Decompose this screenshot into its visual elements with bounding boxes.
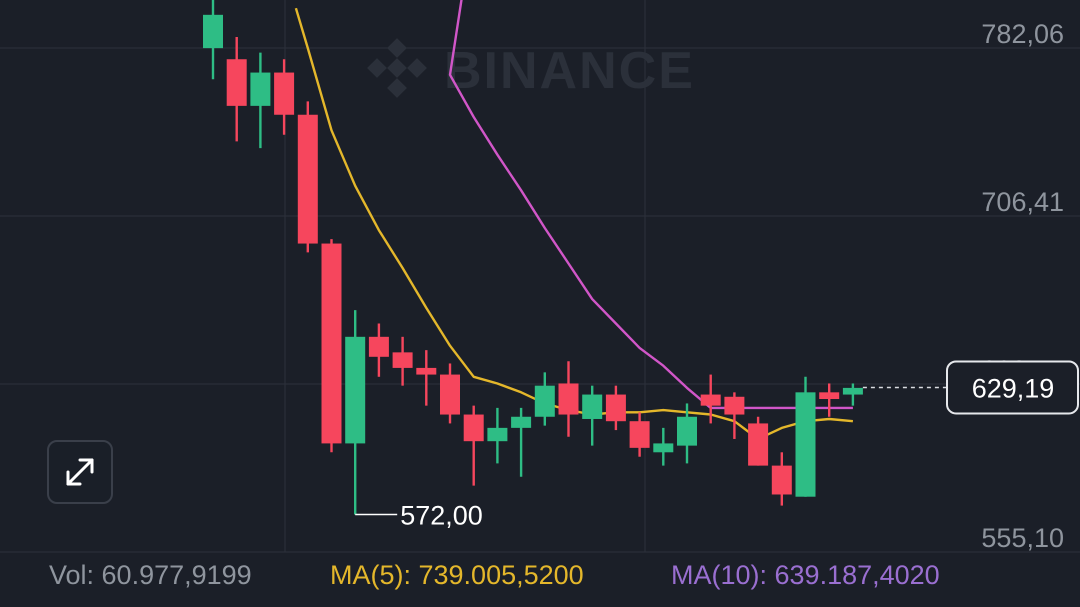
expand-button[interactable]: [47, 440, 113, 504]
candle-up[interactable]: [842, 383, 863, 406]
candle-body: [677, 416, 697, 446]
candle-up[interactable]: [677, 403, 697, 464]
candle-down[interactable]: [819, 383, 840, 417]
ma10-legend[interactable]: MA(10): 639.187,4020: [671, 560, 940, 590]
candle-body: [368, 336, 389, 357]
candle-down[interactable]: [440, 363, 460, 424]
candle-down[interactable]: [700, 374, 721, 424]
low-price-label: 572,00: [400, 500, 483, 530]
candle-body: [748, 423, 769, 466]
candle-down[interactable]: [605, 385, 626, 431]
volume-legend: Vol: 60.977,9199: [49, 560, 252, 590]
candle-down[interactable]: [748, 416, 769, 466]
candle-down[interactable]: [368, 323, 389, 377]
candle-body: [819, 392, 840, 399]
candle-body: [653, 443, 674, 453]
grid-lines: [0, 0, 1080, 553]
candle-down[interactable]: [392, 336, 413, 386]
candle-up[interactable]: [511, 407, 532, 477]
candle-down[interactable]: [416, 350, 437, 406]
candle-body: [534, 385, 555, 417]
candle-body: [321, 243, 342, 444]
candle-down[interactable]: [463, 405, 484, 486]
candle-down[interactable]: [724, 392, 745, 439]
candle-down[interactable]: [297, 101, 318, 253]
candle-down[interactable]: [629, 412, 650, 457]
candle-down[interactable]: [321, 239, 342, 453]
candle-down[interactable]: [771, 452, 792, 506]
candle-body: [795, 392, 816, 497]
expand-arrows-icon: [66, 458, 94, 486]
candle-up[interactable]: [250, 52, 271, 149]
candle-up[interactable]: [534, 372, 555, 426]
candle-body: [629, 421, 650, 448]
ma5-legend[interactable]: MA(5): 739.005,5200: [330, 560, 584, 590]
candle-up[interactable]: [345, 310, 366, 515]
overlays: 629,19 572,00: [355, 360, 1079, 530]
candle-body: [203, 14, 223, 49]
candles: [203, 0, 863, 515]
watermark-text: BINANCE: [444, 42, 695, 100]
candle-body: [771, 465, 792, 495]
candle-body: [440, 374, 460, 415]
indicator-legend: Vol: 60.977,9199 MA(5): 739.005,5200 MA(…: [0, 558, 1080, 598]
candle-body: [345, 336, 366, 444]
candle-down[interactable]: [558, 361, 579, 437]
candle-up[interactable]: [582, 385, 603, 446]
candle-up[interactable]: [487, 407, 508, 464]
candle-up[interactable]: [795, 376, 816, 497]
candle-down[interactable]: [274, 59, 295, 135]
candle-body: [558, 383, 579, 415]
binance-logo-icon: [367, 38, 427, 98]
candle-body: [511, 416, 532, 428]
candle-body: [842, 387, 863, 395]
current-price-tag[interactable]: [946, 360, 1079, 415]
candle-up[interactable]: [653, 427, 674, 466]
candle-body: [226, 59, 247, 106]
candle-body: [392, 352, 413, 368]
candle-body: [605, 394, 626, 422]
price-tick-label: 706,41: [981, 187, 1064, 217]
candle-down[interactable]: [226, 37, 247, 142]
candle-body: [463, 414, 484, 442]
binance-watermark: BINANCE: [367, 38, 695, 100]
price-tick-label: 782,06: [981, 19, 1064, 49]
candle-body: [297, 114, 318, 244]
candle-body: [724, 396, 745, 415]
candle-body: [250, 72, 271, 106]
candle-up[interactable]: [203, 0, 223, 80]
candle-body: [582, 394, 603, 419]
candle-body: [274, 72, 295, 115]
ma10-line: [448, 0, 853, 410]
candle-body: [700, 394, 721, 406]
candle-body: [487, 427, 508, 442]
price-tick-label: 555,10: [981, 523, 1064, 553]
candle-body: [416, 367, 437, 375]
current-price-label: 629,19: [972, 373, 1055, 403]
